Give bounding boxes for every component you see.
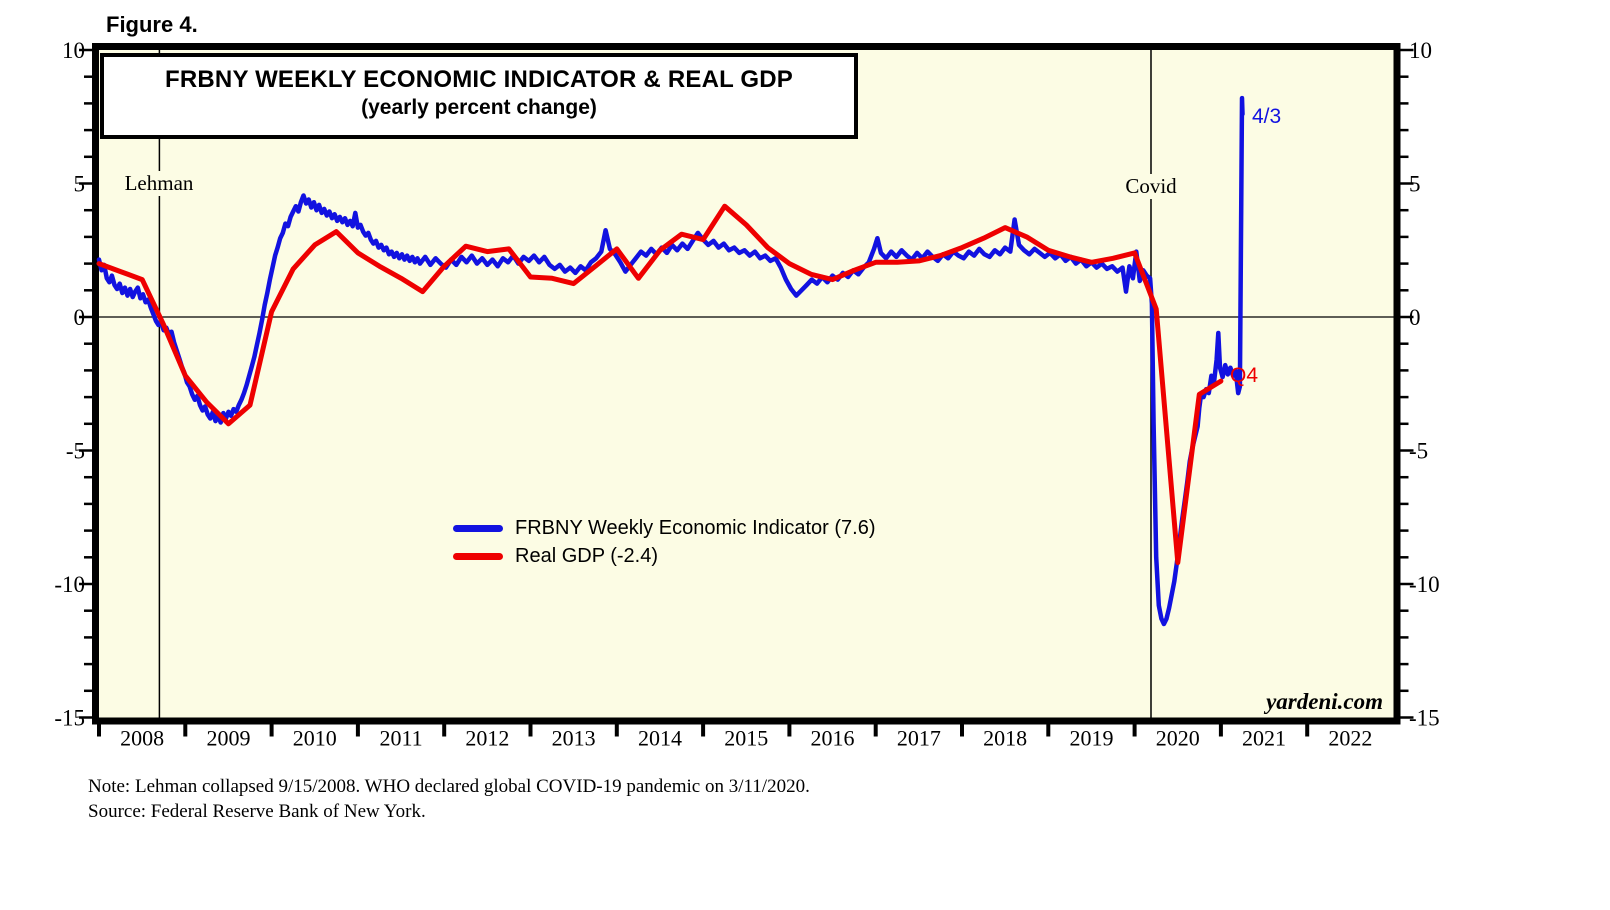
legend-item-wei: FRBNY Weekly Economic Indicator (7.6): [453, 514, 876, 542]
svg-text:5: 5: [74, 172, 86, 197]
svg-text:10: 10: [62, 38, 85, 63]
watermark-yardeni: yardeni.com: [1266, 689, 1383, 714]
svg-text:2014: 2014: [638, 726, 682, 751]
svg-text:2011: 2011: [379, 726, 422, 751]
covid-annotation-label: Covid: [1116, 174, 1186, 199]
svg-text:2016: 2016: [811, 726, 855, 751]
svg-text:2013: 2013: [552, 726, 596, 751]
svg-text:2010: 2010: [293, 726, 337, 751]
figure-number-label: Figure 4.: [106, 12, 198, 37]
svg-text:10: 10: [1409, 38, 1432, 63]
q4-gdp-annotation: Q4: [1230, 364, 1259, 387]
svg-text:2017: 2017: [897, 726, 941, 751]
svg-text:2015: 2015: [724, 726, 768, 751]
chart-title: FRBNY WEEKLY ECONOMIC INDICATOR & REAL G…: [164, 66, 794, 93]
svg-text:2021: 2021: [1242, 726, 1286, 751]
legend: FRBNY Weekly Economic Indicator (7.6) Re…: [453, 514, 876, 570]
chart-title-box: FRBNY WEEKLY ECONOMIC INDICATOR & REAL G…: [100, 53, 858, 139]
svg-text:2009: 2009: [206, 726, 250, 751]
legend-item-gdp: Real GDP (-2.4): [453, 542, 876, 570]
svg-text:2018: 2018: [983, 726, 1027, 751]
svg-text:-15: -15: [54, 706, 85, 731]
svg-text:-5: -5: [66, 439, 85, 464]
footnotes: Note: Lehman collapsed 9/15/2008. WHO de…: [88, 774, 810, 824]
svg-text:-15: -15: [1409, 706, 1440, 731]
svg-text:-10: -10: [1409, 572, 1440, 597]
svg-text:-10: -10: [54, 572, 85, 597]
source-line: Source: Federal Reserve Bank of New York…: [88, 801, 426, 822]
wei-line-swatch: [453, 524, 503, 532]
svg-text:2020: 2020: [1156, 726, 1200, 751]
chart-subtitle: (yearly percent change): [361, 96, 597, 119]
gdp-line-swatch: [453, 552, 503, 560]
svg-text:5: 5: [1409, 172, 1421, 197]
gdp-legend-label: Real GDP (-2.4): [515, 544, 659, 567]
latest-point-annotation: 4/3: [1252, 105, 1282, 128]
wei-legend-label: FRBNY Weekly Economic Indicator (7.6): [515, 516, 876, 539]
svg-text:2012: 2012: [465, 726, 509, 751]
svg-text:2022: 2022: [1328, 726, 1372, 751]
svg-text:2019: 2019: [1069, 726, 1113, 751]
svg-text:0: 0: [74, 305, 86, 330]
lehman-annotation-label: Lehman: [115, 171, 203, 196]
svg-text:0: 0: [1409, 305, 1421, 330]
svg-text:-5: -5: [1409, 439, 1428, 464]
svg-text:2008: 2008: [120, 726, 164, 751]
note-line: Note: Lehman collapsed 9/15/2008. WHO de…: [88, 776, 810, 797]
